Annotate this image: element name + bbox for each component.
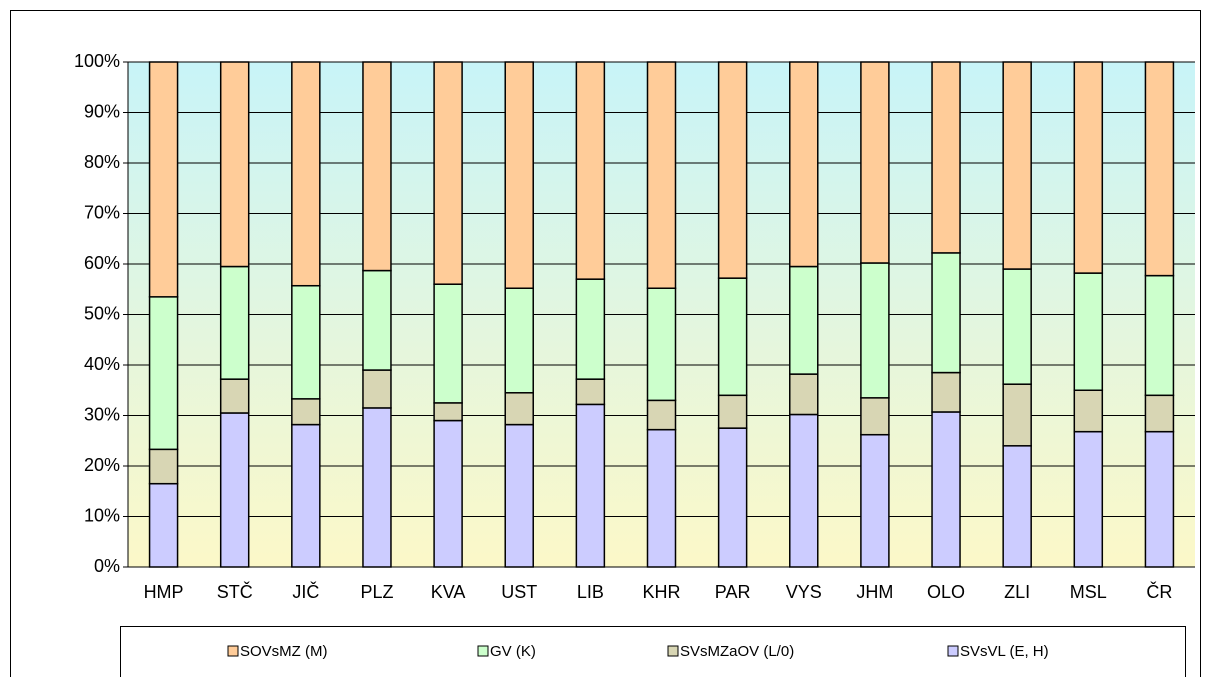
y-tick-label: 70% — [84, 202, 120, 222]
y-tick-label: 100% — [74, 51, 120, 71]
x-tick-label: LIB — [577, 582, 604, 602]
chart-frame — [10, 10, 1201, 682]
bar-segment — [575, 278, 606, 380]
legend-swatch — [477, 645, 489, 657]
bar-segment — [362, 61, 392, 272]
y-tick-label: 50% — [84, 303, 120, 323]
legend-label: SVsMZaOV (L/0) — [680, 643, 794, 660]
bar-segment — [1073, 389, 1104, 433]
x-tick-label: ČR — [1146, 581, 1172, 602]
bar-segment — [148, 61, 179, 298]
bar-segment — [362, 369, 392, 409]
y-tick-label: 30% — [84, 404, 120, 424]
bar-segment — [504, 423, 534, 568]
bar-segment — [433, 61, 463, 285]
x-tick-label: OLO — [927, 582, 965, 602]
bar-segment — [1144, 274, 1175, 397]
x-tick-label: MSL — [1070, 582, 1107, 602]
bar-segment — [1144, 430, 1175, 568]
y-tick-label: 20% — [84, 455, 120, 475]
x-tick-label: VYS — [786, 582, 822, 602]
bar-segment — [931, 252, 961, 374]
bar-segment — [717, 394, 748, 429]
bar-segment — [1002, 383, 1032, 447]
bar-segment — [575, 378, 606, 406]
bar-segment — [931, 61, 961, 254]
bar-segment — [219, 265, 250, 380]
x-tick-label: KVA — [431, 582, 466, 602]
legend-label: SOVsMZ (M) — [240, 643, 328, 660]
bar-segment — [931, 371, 961, 413]
bar-segment — [789, 61, 819, 268]
bar-segment — [219, 378, 250, 414]
bar-segment — [291, 423, 321, 568]
bar-segment — [148, 482, 179, 568]
x-tick-label: UST — [501, 582, 537, 602]
bar-segment — [931, 411, 961, 568]
bar-segment — [575, 61, 606, 280]
bar-segment — [433, 419, 463, 568]
bar-segment — [789, 413, 819, 568]
legend: SOVsMZ (M) GV (K) SVsMZaOV (L/0) SVsVL (E, … — [120, 626, 1186, 679]
bar-segment — [646, 399, 677, 431]
legend-swatch — [227, 645, 239, 657]
bar-segment — [1002, 268, 1032, 385]
legend-swatch — [667, 645, 679, 657]
x-tick-label: PAR — [715, 582, 751, 602]
bar-segment — [291, 61, 321, 287]
bar-segment — [362, 407, 392, 568]
bar-segment — [1073, 272, 1104, 391]
bar-segment — [504, 392, 534, 426]
bar-segment — [646, 428, 677, 568]
bar-segment — [504, 61, 534, 289]
bar-segment — [219, 412, 250, 568]
bar-segment — [148, 448, 179, 485]
bar-segment — [860, 397, 890, 436]
x-tick-label: PLZ — [360, 582, 393, 602]
bar-segment — [717, 61, 748, 279]
legend-label: GV (K) — [490, 643, 536, 660]
bar-segment — [1144, 61, 1175, 277]
bar-segment — [646, 287, 677, 402]
bar-segment — [1144, 394, 1175, 433]
x-tick-label: ZLI — [1004, 582, 1030, 602]
bar-segment — [789, 373, 819, 416]
y-tick-label: 90% — [84, 101, 120, 121]
x-tick-label: KHR — [642, 582, 680, 602]
bar-segment — [646, 61, 677, 289]
bar-segment — [789, 265, 819, 375]
bar-segment — [1002, 445, 1032, 568]
bar-segment — [291, 284, 321, 400]
bar-segment — [219, 61, 250, 268]
bar-segment — [860, 433, 890, 568]
x-tick-label: STČ — [217, 581, 253, 602]
y-tick-label: 60% — [84, 253, 120, 273]
bar-segment — [1073, 430, 1104, 568]
y-tick-label: 10% — [84, 505, 120, 525]
y-tick-label: 40% — [84, 354, 120, 374]
x-tick-label: JIČ — [292, 581, 319, 602]
bar-segment — [148, 296, 179, 451]
legend-swatch — [947, 645, 959, 657]
x-tick-label: JHM — [856, 582, 893, 602]
bar-segment — [1002, 61, 1032, 270]
legend-box — [120, 626, 1186, 679]
bar-segment — [362, 269, 392, 371]
legend-label: SVsVL (E, H) — [960, 643, 1049, 660]
y-tick-label: 80% — [84, 152, 120, 172]
bar-segment — [717, 427, 748, 568]
y-tick-label: 0% — [94, 556, 120, 576]
bar-segment — [291, 398, 321, 426]
bar-segment — [575, 403, 606, 568]
bar-segment — [717, 277, 748, 397]
bar-segment — [433, 402, 463, 422]
x-tick-label: HMP — [144, 582, 184, 602]
bar-segment — [1073, 61, 1104, 274]
bar-segment — [433, 283, 463, 404]
bar-segment — [860, 262, 890, 399]
bar-segment — [504, 287, 534, 394]
bar-segment — [860, 61, 890, 264]
